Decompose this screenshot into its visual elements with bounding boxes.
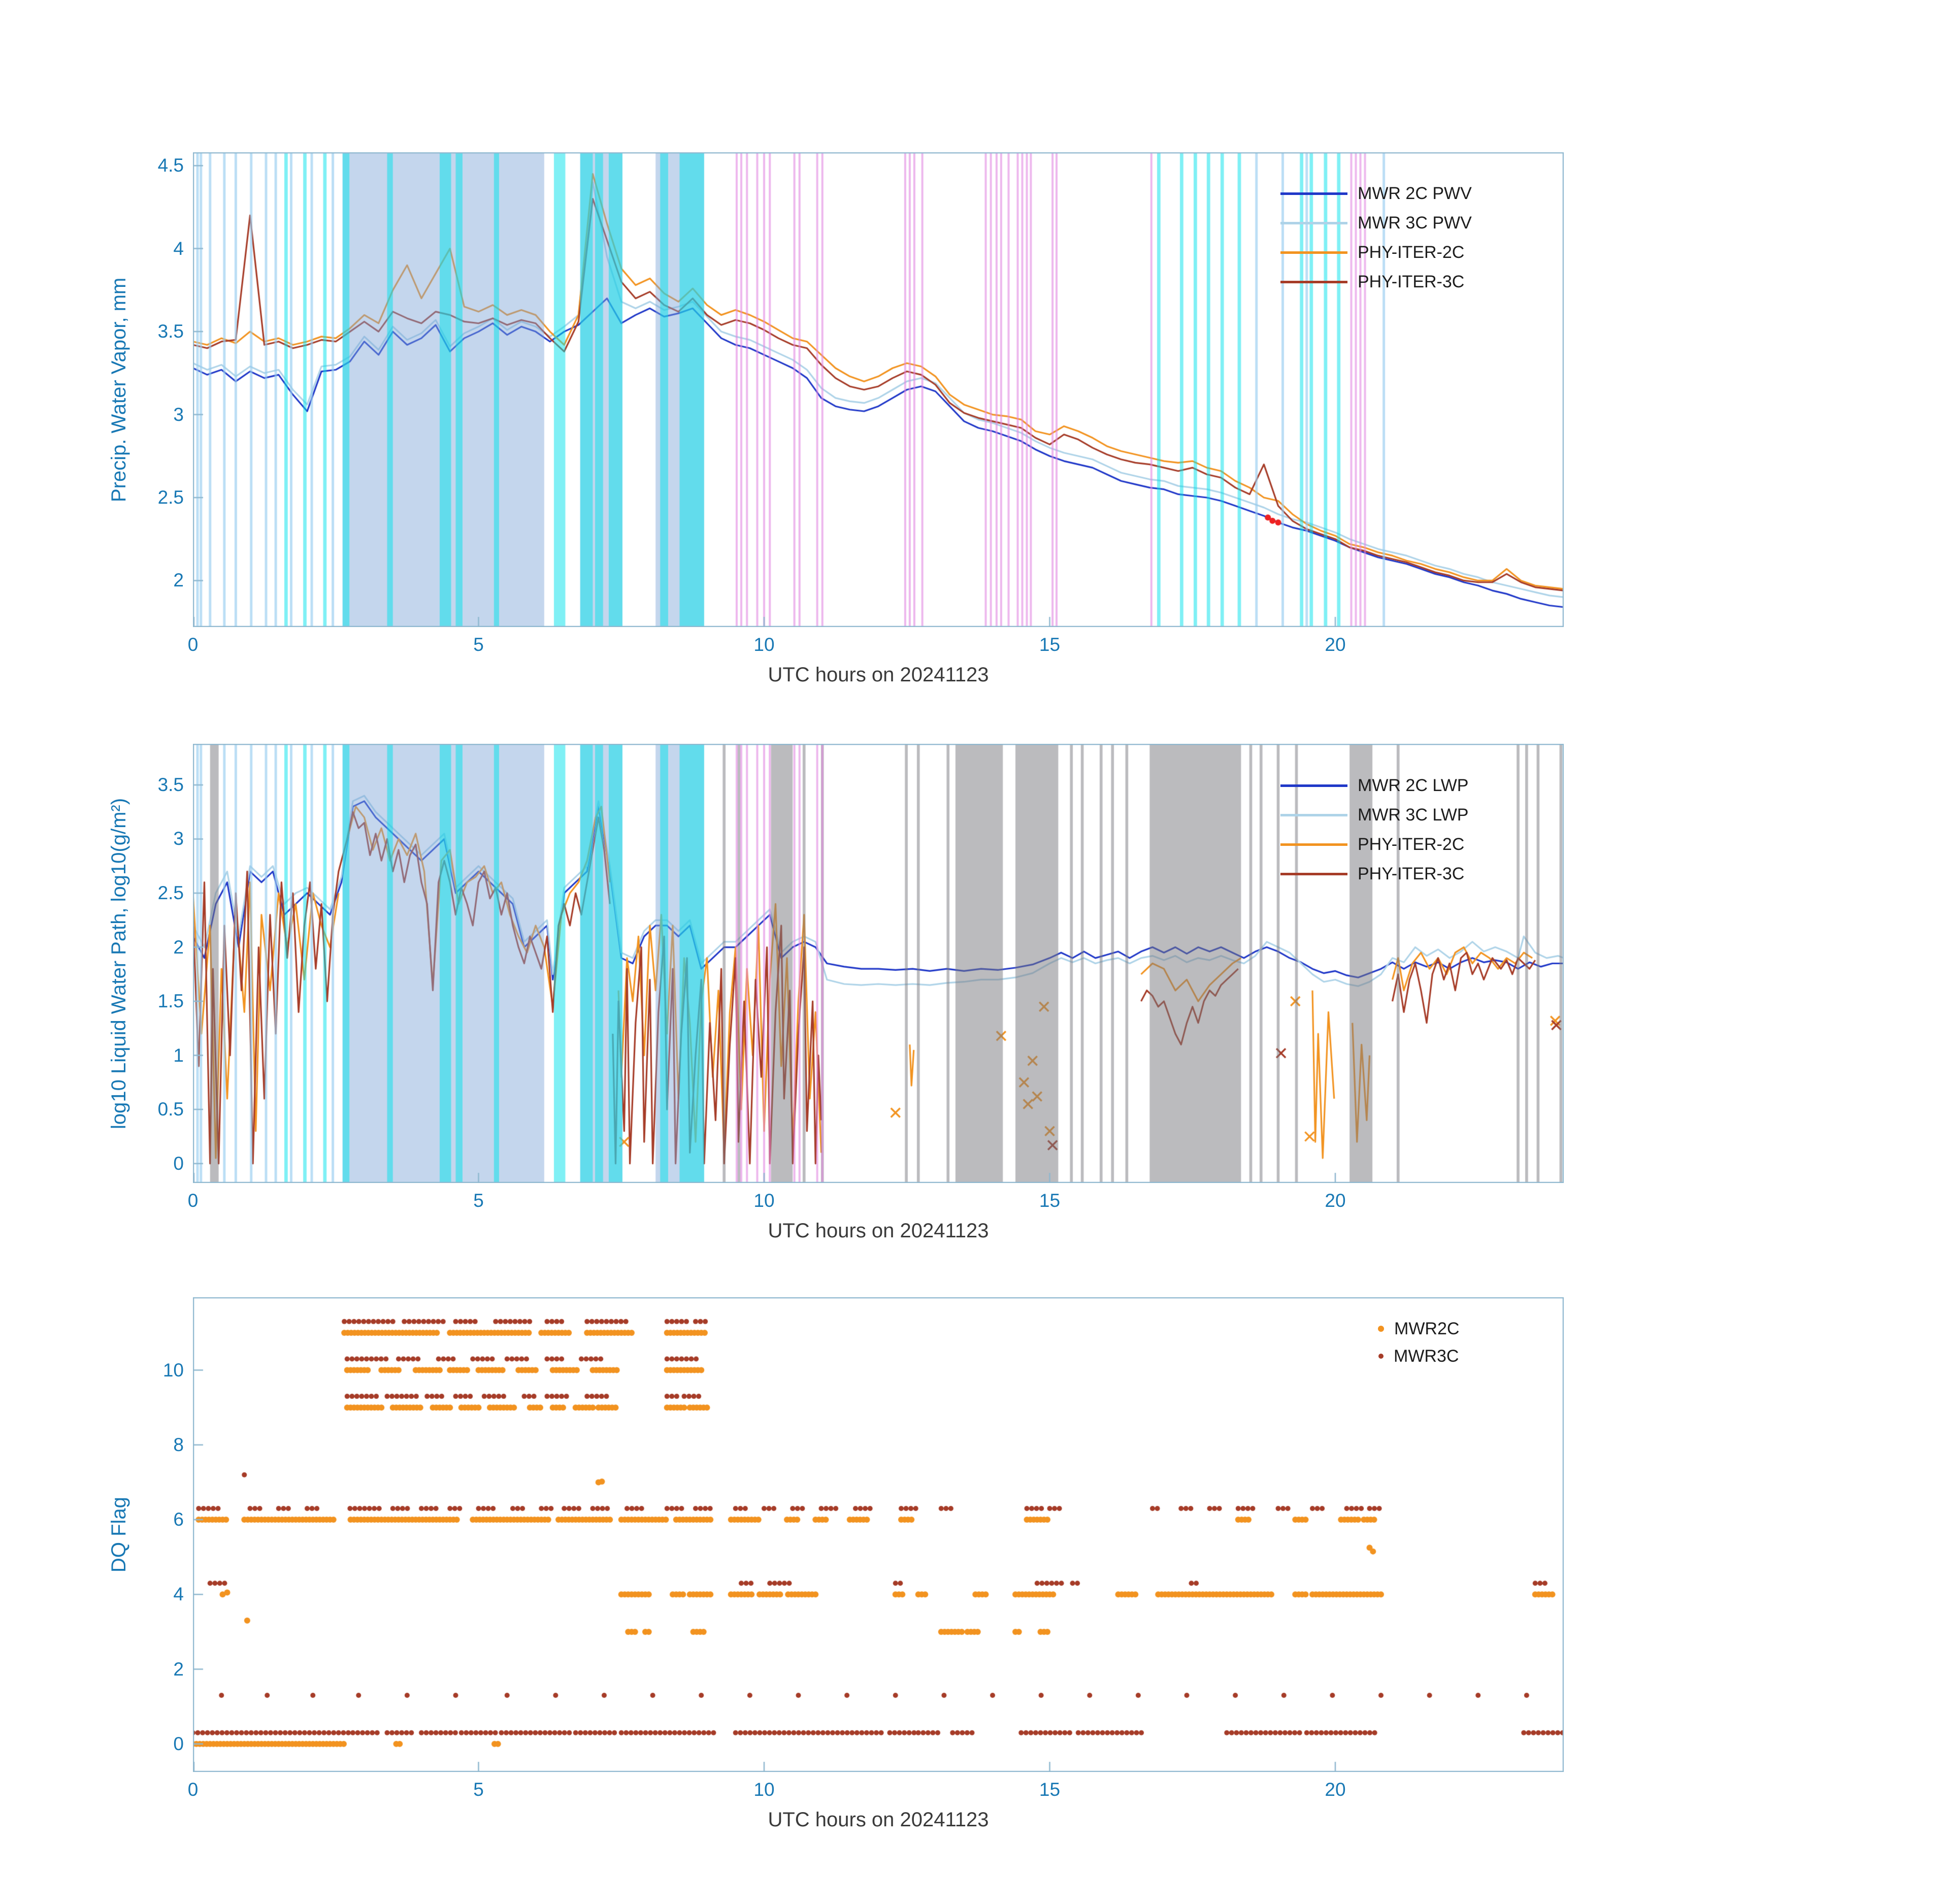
- y-tick-label: 3.5: [157, 774, 184, 795]
- legend-entry: MWR3C: [1371, 1342, 1459, 1370]
- y-tick-label: 4: [173, 1584, 184, 1605]
- x-tick-label: 10: [753, 634, 775, 655]
- legend-dot-sample: [1378, 1354, 1384, 1359]
- y-tick-label: 2.5: [157, 882, 184, 903]
- lwp-legend: MWR 2C LWP MWR 3C LWP PHY-ITER-2C PHY-IT…: [1280, 771, 1468, 889]
- pwv-x-axis-label: UTC hours on 20241123: [768, 664, 989, 686]
- x-tick-label: 0: [187, 1190, 199, 1211]
- legend-line-sample: [1280, 192, 1347, 195]
- x-tick-label: 15: [1039, 1190, 1061, 1211]
- pwv-legend: MWR 2C PWV MWR 3C PWV PHY-ITER-2C PHY-IT…: [1280, 179, 1472, 297]
- legend-line-sample: [1280, 813, 1347, 816]
- legend-entry: MWR 2C PWV: [1280, 179, 1472, 208]
- y-tick-label: 2: [173, 570, 184, 591]
- lwp-x-axis-label: UTC hours on 20241123: [768, 1220, 989, 1242]
- x-tick-label: 20: [1325, 634, 1346, 655]
- y-tick-label: 0.5: [157, 1099, 184, 1120]
- y-tick-label: 2.5: [157, 487, 184, 508]
- x-tick-label: 15: [1039, 1779, 1061, 1800]
- x-tick-label: 20: [1325, 1190, 1346, 1211]
- legend-entry: PHY-ITER-3C: [1280, 267, 1472, 297]
- x-tick-label: 0: [187, 1779, 199, 1800]
- y-tick-label: 3: [173, 404, 184, 425]
- legend-label: PHY-ITER-2C: [1358, 834, 1465, 854]
- x-tick-label: 10: [753, 1779, 775, 1800]
- legend-label: PHY-ITER-3C: [1358, 272, 1465, 291]
- y-tick-label: 3: [173, 828, 184, 849]
- legend-line-sample: [1280, 280, 1347, 283]
- y-tick-label: 1: [173, 1044, 184, 1066]
- legend-line-sample: [1280, 872, 1347, 875]
- y-tick-label: 2: [173, 1658, 184, 1680]
- legend-label: PHY-ITER-3C: [1358, 864, 1465, 883]
- legend-line-sample: [1280, 784, 1347, 787]
- legend-label: MWR 2C PWV: [1358, 183, 1472, 203]
- y-tick-label: 1.5: [157, 991, 184, 1012]
- legend-entry: PHY-ITER-3C: [1280, 859, 1468, 889]
- legend-line-sample: [1280, 251, 1347, 254]
- x-tick-label: 10: [753, 1190, 775, 1211]
- legend-entry: MWR 3C LWP: [1280, 800, 1468, 830]
- legend-label: MWR2C: [1394, 1319, 1460, 1338]
- legend-entry: PHY-ITER-2C: [1280, 238, 1472, 267]
- x-tick-label: 0: [187, 634, 199, 655]
- y-tick-label: 10: [162, 1359, 184, 1381]
- legend-label: MWR 2C LWP: [1358, 775, 1469, 795]
- legend-entry: MWR2C: [1371, 1315, 1459, 1342]
- legend-entry: MWR 2C LWP: [1280, 771, 1468, 800]
- x-tick-label: 5: [473, 1779, 484, 1800]
- y-tick-label: 8: [173, 1434, 184, 1455]
- legend-line-sample: [1280, 843, 1347, 846]
- y-tick-label: 4.5: [157, 155, 184, 176]
- legend-label: MWR 3C LWP: [1358, 805, 1469, 825]
- legend-label: MWR3C: [1394, 1346, 1459, 1366]
- pwv-plot-canvas: [193, 152, 1564, 627]
- pwv-y-axis-label: Precip. Water Vapor, mm: [108, 277, 130, 502]
- y-tick-label: 3.5: [157, 321, 184, 342]
- x-tick-label: 5: [473, 634, 484, 655]
- legend-line-sample: [1280, 221, 1347, 224]
- y-tick-label: 0: [173, 1733, 184, 1754]
- legend-dot-sample: [1378, 1326, 1384, 1332]
- dqflag-legend: MWR2C MWR3C: [1371, 1315, 1459, 1370]
- dqflag-y-axis-label: DQ Flag: [108, 1497, 130, 1572]
- x-tick-label: 5: [473, 1190, 484, 1211]
- dqflag-plot-canvas: [193, 1297, 1564, 1772]
- lwp-y-axis-label: log10 Liquid Water Path, log10(g/m²): [108, 798, 130, 1129]
- dqflag-x-axis-label: UTC hours on 20241123: [768, 1809, 989, 1831]
- legend-label: PHY-ITER-2C: [1358, 242, 1465, 262]
- legend-entry: PHY-ITER-2C: [1280, 830, 1468, 859]
- y-tick-label: 4: [173, 238, 184, 259]
- x-tick-label: 15: [1039, 634, 1061, 655]
- legend-entry: MWR 3C PWV: [1280, 208, 1472, 238]
- y-tick-label: 2: [173, 936, 184, 958]
- y-tick-label: 6: [173, 1509, 184, 1530]
- legend-label: MWR 3C PWV: [1358, 213, 1472, 233]
- x-tick-label: 20: [1325, 1779, 1346, 1800]
- lwp-plot-canvas: [193, 744, 1564, 1183]
- y-tick-label: 0: [173, 1153, 184, 1174]
